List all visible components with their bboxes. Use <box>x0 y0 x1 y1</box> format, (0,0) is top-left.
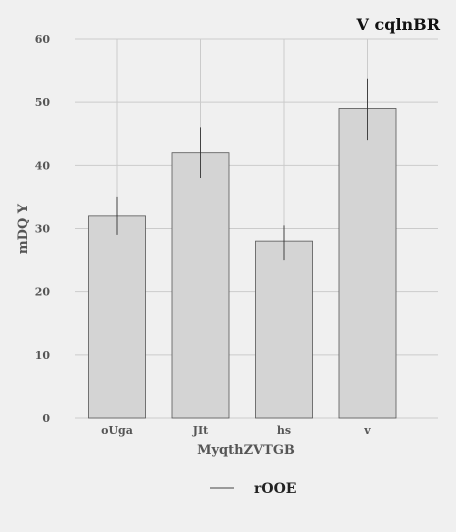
error-bars <box>116 78 368 261</box>
y-tick-label: 40 <box>35 159 51 172</box>
x-tick-label: JIt <box>192 424 209 437</box>
y-axis-title: mDQ Y <box>16 203 31 254</box>
y-tick-label: 10 <box>35 349 51 362</box>
chart-title: V cqlnBR <box>356 15 441 34</box>
x-tick-label: v <box>363 424 371 437</box>
y-tick-label: 60 <box>35 33 51 46</box>
bar <box>88 215 146 419</box>
y-tick-labels: 0 10 20 30 40 50 60 <box>35 33 51 425</box>
y-tick-label: 30 <box>35 223 51 236</box>
x-axis-title: MyqthZVTGB <box>197 443 295 458</box>
legend-label: rOOE <box>254 481 296 497</box>
y-tick-label: 0 <box>42 412 50 425</box>
x-tick-label: oUga <box>101 424 133 437</box>
x-tick-labels: oUga JIt hs v <box>101 424 371 437</box>
y-tick-label: 20 <box>35 286 51 299</box>
bar <box>255 240 313 419</box>
bar <box>338 108 397 419</box>
bar <box>171 152 230 419</box>
bars <box>88 108 397 419</box>
x-tick-label: hs <box>277 424 291 437</box>
legend: rOOE <box>210 481 296 497</box>
y-tick-label: 50 <box>35 96 51 109</box>
